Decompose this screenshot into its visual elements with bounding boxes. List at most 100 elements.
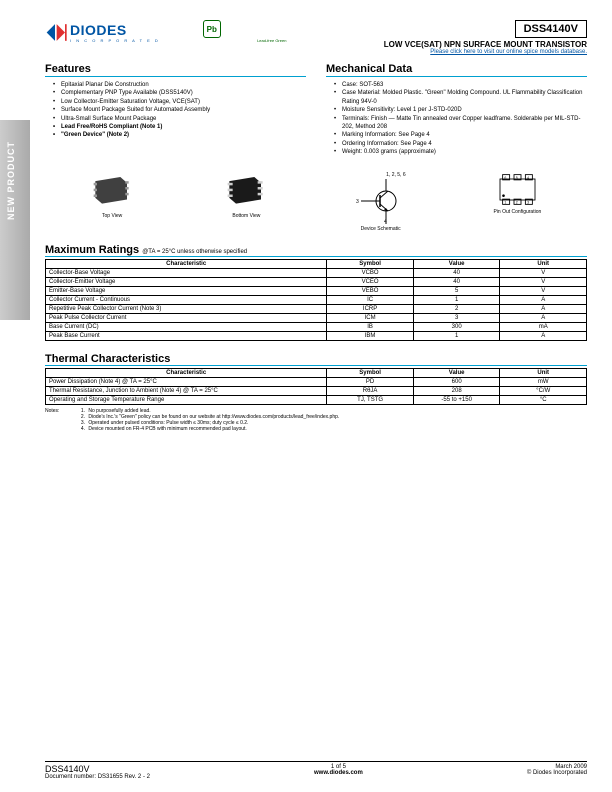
top-view-box: Top View (87, 172, 137, 232)
table-cell: VEBO (327, 286, 414, 295)
part-number: DSS4140V (515, 20, 587, 38)
table-header: Unit (500, 368, 587, 377)
table-cell: Collector-Emitter Voltage (46, 277, 327, 286)
features-item: Ultra-Small Surface Mount Package (53, 115, 306, 123)
bottom-view-icon (221, 172, 271, 207)
mechdata-item: Weight: 0.003 grams (approximate) (334, 148, 587, 156)
table-header: Characteristic (46, 259, 327, 268)
package-images-row: Top View Bottom View 1, 2, 5, 6 34 Devic… (45, 172, 587, 232)
table-header: Symbol (327, 259, 414, 268)
features-item: Surface Mount Package Suited for Automat… (53, 106, 306, 114)
pinout-icon: 654 123 (490, 172, 545, 207)
table-cell: 1 (413, 295, 500, 304)
table-cell: Emitter-Base Voltage (46, 286, 327, 295)
table-cell: A (500, 304, 587, 313)
mechdata-item: Ordering Information: See Page 4 (334, 140, 587, 148)
header-right: DSS4140V LOW VCE(SAT) NPN SURFACE MOUNT … (384, 20, 587, 55)
table-cell: 3 (413, 313, 500, 322)
table-row: Peak Pulse Collector CurrentICM3A (46, 313, 587, 322)
notes-list: No purposefully added lead.Diode's Inc.'… (74, 408, 339, 432)
thermal-title: Thermal Characteristics (45, 353, 587, 366)
mechdata-item: Case Material: Molded Plastic. "Green" M… (334, 89, 587, 106)
table-row: Peak Base CurrentIBM1A (46, 331, 587, 340)
table-cell: Peak Base Current (46, 331, 327, 340)
table-cell: 208 (413, 386, 500, 395)
table-cell: PD (327, 377, 414, 386)
table-cell: °C/W (500, 386, 587, 395)
two-column: Features Epitaxial Planar Die Constructi… (45, 63, 587, 157)
schematic-pins-top: 1, 2, 5, 6 (356, 172, 406, 178)
note-item: Diode's Inc.'s "Green" policy can be fou… (86, 414, 339, 420)
bottom-view-box: Bottom View (221, 172, 271, 232)
table-cell: ICRP (327, 304, 414, 313)
features-list: Epitaxial Planar Die ConstructionComplem… (45, 81, 306, 140)
features-title: Features (45, 63, 306, 77)
table-cell: ICM (327, 313, 414, 322)
table-cell: IB (327, 322, 414, 331)
pinout-box: 654 123 Pin Out Configuration (490, 172, 545, 232)
green-badge: Pb Lead-free Green (203, 20, 341, 43)
table-cell: A (500, 295, 587, 304)
logo-subtext: I N C O R P O R A T E D (70, 38, 160, 43)
note-item: Device mounted on FR-4 PCB with minimum … (86, 426, 339, 432)
mechdata-list: Case: SOT-563Case Material: Molded Plast… (326, 81, 587, 157)
footer-part: DSS4140V (45, 764, 150, 774)
table-cell: TJ, TSTG (327, 395, 414, 404)
table-row: Operating and Storage Temperature RangeT… (46, 395, 587, 404)
table-cell: -55 to +150 (413, 395, 500, 404)
top-view-icon (87, 172, 137, 207)
bottom-view-label: Bottom View (221, 213, 271, 219)
table-row: Base Current (DC)IB300mA (46, 322, 587, 331)
table-cell: A (500, 313, 587, 322)
table-header: Characteristic (46, 368, 327, 377)
svg-text:5: 5 (516, 176, 518, 180)
table-cell: Thermal Resistance, Junction to Ambient … (46, 386, 327, 395)
footer-mid: 1 of 5 www.diodes.com (314, 764, 363, 780)
table-row: Thermal Resistance, Junction to Ambient … (46, 386, 587, 395)
table-cell: RθJA (327, 386, 414, 395)
table-header: Symbol (327, 368, 414, 377)
table-cell: Repetitive Peak Collector Current (Note … (46, 304, 327, 313)
footer-url[interactable]: www.diodes.com (314, 770, 363, 776)
table-header: Unit (500, 259, 587, 268)
table-header: Value (413, 368, 500, 377)
table-cell: Peak Pulse Collector Current (46, 313, 327, 322)
svg-text:3: 3 (356, 199, 359, 205)
table-cell: Operating and Storage Temperature Range (46, 395, 327, 404)
table-cell: Base Current (DC) (46, 322, 327, 331)
pb-free-label: Lead-free Green (203, 38, 341, 43)
footer: DSS4140V Document number: DS31655 Rev. 2… (45, 761, 587, 780)
table-cell: IBM (327, 331, 414, 340)
table-cell: Power Dissipation (Note 4) @ TA = 25°C (46, 377, 327, 386)
mechdata-item: Case: SOT-563 (334, 81, 587, 89)
max-ratings-cond: @TA = 25°C unless otherwise specified (142, 249, 247, 255)
features-col: Features Epitaxial Planar Die Constructi… (45, 63, 306, 157)
logo-icon (45, 20, 70, 45)
top-view-label: Top View (87, 213, 137, 219)
table-row: Power Dissipation (Note 4) @ TA = 25°CPD… (46, 377, 587, 386)
features-item: "Green Device" (Note 2) (53, 131, 306, 139)
logo-text: DIODES (70, 22, 160, 38)
subtitle: LOW VCE(SAT) NPN SURFACE MOUNT TRANSISTO… (384, 40, 587, 49)
notes-label: Notes: (45, 408, 73, 414)
footer-copyright: © Diodes Incorporated (527, 770, 587, 776)
mechdata-col: Mechanical Data Case: SOT-563Case Materi… (326, 63, 587, 157)
logo: DIODES I N C O R P O R A T E D (45, 20, 160, 45)
table-header: Value (413, 259, 500, 268)
svg-text:6: 6 (504, 176, 506, 180)
table-cell: 5 (413, 286, 500, 295)
svg-text:3: 3 (527, 200, 529, 204)
footer-docnum: Document number: DS31655 Rev. 2 - 2 (45, 774, 150, 780)
table-row: Collector Current - ContinuousIC1A (46, 295, 587, 304)
schematic-label: Device Schematic (356, 226, 406, 232)
mechdata-item: Terminals: Finish — Matte Tin annealed o… (334, 115, 587, 132)
features-item: Lead Free/RoHS Compliant (Note 1) (53, 123, 306, 131)
table-cell: V (500, 286, 587, 295)
svg-text:4: 4 (527, 176, 529, 180)
spice-link[interactable]: Please click here to visit our online sp… (384, 49, 587, 55)
schematic-icon: 34 (356, 179, 406, 224)
table-row: Collector-Emitter VoltageVCEO40V (46, 277, 587, 286)
table-cell: 40 (413, 277, 500, 286)
table-cell: Collector Current - Continuous (46, 295, 327, 304)
features-item: Epitaxial Planar Die Construction (53, 81, 306, 89)
